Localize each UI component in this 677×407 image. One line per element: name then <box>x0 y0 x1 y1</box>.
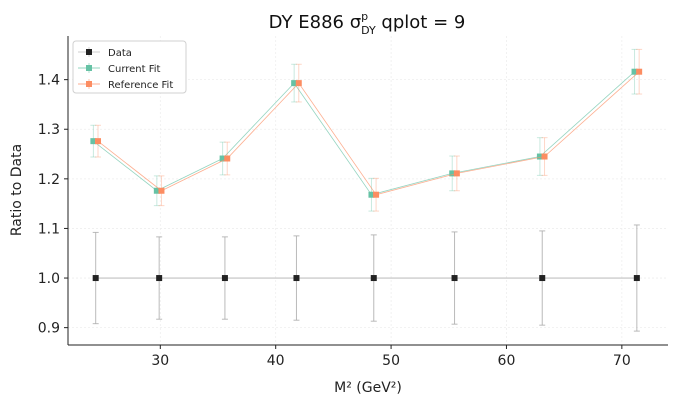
ticks: 30 40 50 60 70 0.9 1.0 1.1 1.2 1.3 1.4 <box>38 73 631 369</box>
data-point <box>368 191 375 198</box>
y-tick-label: 1.3 <box>38 122 60 138</box>
y-axis-label: Ratio to Data <box>9 144 25 236</box>
data-point <box>221 275 228 282</box>
data-point <box>295 80 302 87</box>
x-tick-label: 40 <box>267 353 285 369</box>
legend-frame <box>72 40 187 94</box>
data-point <box>158 187 165 194</box>
data-point <box>539 275 546 282</box>
legend-label: Current Fit <box>108 64 161 75</box>
axes <box>67 36 668 346</box>
data-point <box>291 80 298 87</box>
legend-marker <box>86 49 92 55</box>
data-point <box>153 187 160 194</box>
data-point <box>541 153 548 160</box>
y-tick-label: 1.0 <box>38 271 60 287</box>
chart-title: DY E886 σp DY qplot = 9 <box>269 10 466 37</box>
data-point <box>453 170 460 177</box>
y-tick-label: 1.1 <box>38 221 60 237</box>
x-tick-label: 50 <box>382 353 400 369</box>
series-reference-fit <box>95 48 643 212</box>
series-layer <box>90 48 643 332</box>
data-point <box>451 275 458 282</box>
data-point <box>92 275 99 282</box>
data-point <box>156 275 163 282</box>
y-tick-label: 1.4 <box>38 73 60 89</box>
series-line <box>93 71 635 196</box>
data-point <box>536 153 543 160</box>
series-data <box>92 224 640 332</box>
legend-label: Data <box>108 48 132 59</box>
data-point <box>95 138 101 145</box>
data-point <box>631 68 638 75</box>
legend-marker <box>86 65 92 71</box>
series-current-fit <box>90 48 638 212</box>
data-point <box>224 155 231 162</box>
legend-label: Reference Fit <box>108 80 173 91</box>
x-tick-label: 30 <box>151 353 169 369</box>
data-point <box>373 191 380 198</box>
data-point <box>370 275 377 282</box>
legend: Data Current Fit Reference Fit <box>72 40 187 94</box>
y-tick-label: 0.9 <box>38 321 60 337</box>
data-point <box>293 275 300 282</box>
x-tick-label: 70 <box>613 353 631 369</box>
data-point <box>449 170 456 177</box>
x-tick-label: 60 <box>498 353 516 369</box>
data-point <box>90 138 97 145</box>
y-tick-label: 1.2 <box>38 172 60 188</box>
legend-marker <box>86 81 92 87</box>
series-line <box>97 71 640 196</box>
data-point <box>219 155 226 162</box>
data-point <box>636 68 643 75</box>
data-point <box>633 275 640 282</box>
x-axis-label: M² (GeV²) <box>334 380 402 396</box>
